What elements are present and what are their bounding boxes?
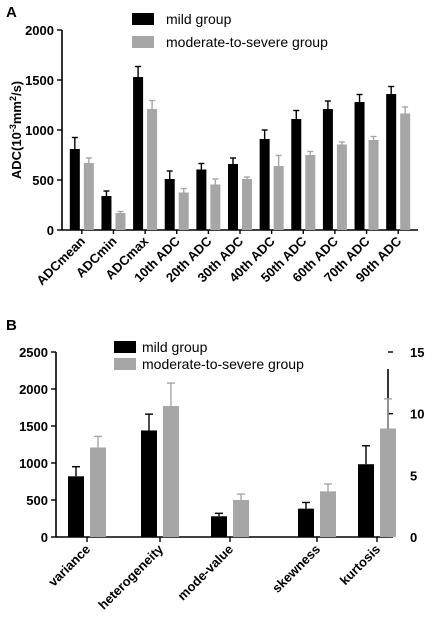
y-tick-label-a: 2000 [25,23,54,38]
y-tick-label-b-left: 2500 [19,345,48,360]
legend-b-mild-label: mild group [142,339,208,355]
x-tick-label-a: ADCmean [33,233,88,288]
legend-a-moderate-label: moderate-to-severe group [166,34,328,50]
bar-a-mild [259,139,270,230]
bar-a-moderate [147,109,158,230]
bar-b-mild [141,430,157,537]
bar-b-moderate [90,447,106,537]
x-tick-label-b: skewness [269,542,323,596]
panel-label-a: A [6,4,17,21]
bar-a-mild [164,179,175,230]
bar-b-moderate [320,491,336,537]
y-tick-label-b-left: 1500 [19,419,48,434]
bar-a-moderate [115,213,126,230]
bar-a-moderate [210,184,221,230]
y-tick-label-a: 0 [47,223,54,238]
y-tick-label-b-left: 500 [26,493,48,508]
y-tick-label-b-right: 15 [410,345,424,360]
panel-label-b: B [6,317,17,334]
legend-a-mild-label: mild group [166,11,232,27]
x-tick-label-b: heterogeneity [95,541,166,612]
y-tick-label-b-right: 0 [410,530,417,545]
legend-a-moderate-swatch [132,36,154,48]
bar-b-moderate [233,500,249,537]
y-tick-label-b-left: 0 [41,530,48,545]
x-tick-label-b: kurtosis [337,542,383,588]
bar-a-mild [322,109,333,230]
bar-b-mild [298,508,314,537]
bar-b-mild [68,476,84,537]
y-axis-label-a: ADC(10-3mm2/s) [8,81,24,179]
legend-a: mild group moderate-to-severe group [132,11,328,50]
bar-a-mild [386,94,397,230]
bar-a-moderate [336,144,347,230]
legend-a-mild-swatch [132,13,154,25]
bar-a-moderate [400,113,411,230]
y-tick-label-a: 500 [32,173,54,188]
y-tick-label-a: 1500 [25,73,54,88]
plot-area-a: 0500100015002000ADCmeanADCminADCmax10th … [25,23,418,288]
legend-b-moderate-label: moderate-to-severe group [142,356,304,372]
plot-area-b: 0 500 1000 1500 2000 2500 0 5 10 15 variance hetero… [19,345,424,612]
bar-a-moderate [178,192,189,230]
bar-a-moderate [305,155,316,230]
legend-b: mild group moderate-to-severe group [114,339,304,372]
y-tick-label-b-left: 2000 [19,382,48,397]
bar-a-moderate [83,163,94,230]
bar-a-mild [228,164,238,230]
bar-a-mild [101,196,112,230]
bar-b-moderate [163,406,179,537]
legend-b-moderate-swatch [114,358,136,370]
y-tick-label-b-left: 1000 [19,456,48,471]
bar-a-mild [291,119,302,230]
bar-b-moderate [380,428,396,537]
bar-a-mild [196,169,207,230]
y-tick-label-b-right: 10 [410,407,424,422]
bar-a-mild [354,102,365,230]
bar-a-mild [69,149,80,230]
bar-a-moderate [273,166,284,230]
bar-a-moderate [242,179,252,230]
bar-a-moderate [368,140,379,230]
y-tick-label-a: 1000 [25,123,54,138]
legend-b-mild-swatch [114,341,136,353]
bar-b-mild [358,464,374,537]
x-tick-label-b: mode-value [174,542,236,604]
x-tick-label-b: variance [45,542,93,590]
y-tick-label-b-right: 5 [410,468,417,483]
bar-a-mild [133,77,144,230]
bar-b-mild [211,516,227,537]
